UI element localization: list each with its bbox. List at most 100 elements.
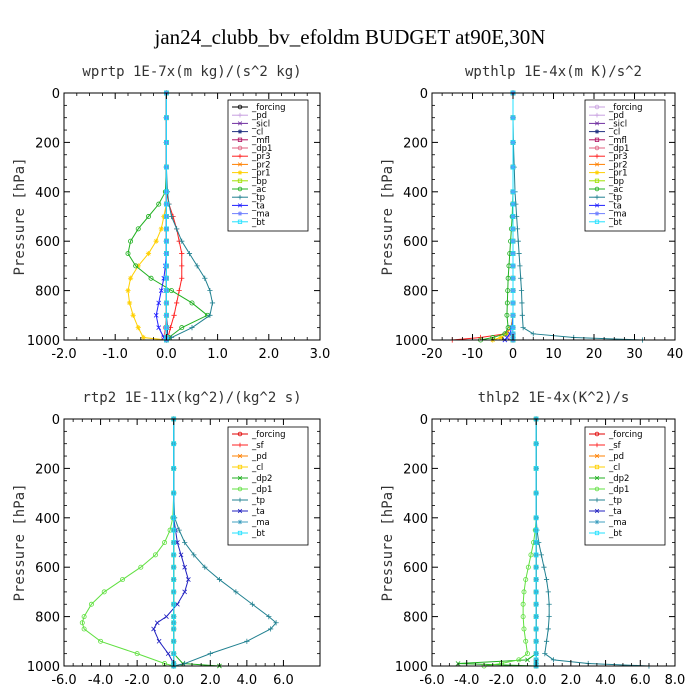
data-point (171, 614, 177, 619)
legend-marker (594, 464, 600, 470)
x-tick-label: 6.0 (630, 673, 651, 688)
data-point (174, 226, 180, 232)
data-point (171, 626, 177, 632)
series-line (81, 419, 175, 667)
legend-entry: _forcing (589, 430, 643, 440)
data-point (194, 263, 200, 269)
data-point (81, 626, 87, 632)
data-point (138, 564, 144, 570)
legend-entry: _ma (589, 210, 627, 220)
series-line (452, 93, 514, 341)
data-point (523, 577, 529, 583)
data-point (510, 226, 516, 232)
series-dp2 (171, 416, 222, 669)
data-point (550, 657, 557, 663)
x-tick-label: 0 (509, 347, 517, 362)
legend-label: _forcing (608, 103, 643, 113)
data-point (533, 614, 539, 619)
panel-title: rtp2 1E-11x(kg^2)/(kg^2 s) (82, 390, 301, 406)
legend: _forcing_pd_sicl_cl_mfl_dp1_pr3_pr2_pr1_… (227, 99, 309, 232)
legend-label: _tp (608, 193, 622, 203)
panel-title: wpthlp 1E-4x(m K)/s^2 (465, 64, 642, 80)
legend-label: _cl (251, 463, 263, 473)
legend-marker (594, 497, 600, 503)
data-point (202, 275, 208, 281)
data-point (171, 540, 177, 545)
legend-label: _bt (608, 218, 623, 228)
panel-4: thlp2 1E-4x(K^2)/s Pressure [hPa] -6.0 -4.0… (380, 390, 685, 688)
legend-entry: _pr3 (589, 152, 628, 162)
data-point (546, 601, 552, 607)
legend-label: _dp1 (608, 485, 629, 495)
legend-label: _sf (251, 441, 265, 451)
series-pr1 (125, 90, 169, 343)
data-point (88, 601, 94, 607)
series-bt (533, 416, 539, 669)
legend-entry: _pr1 (232, 169, 271, 179)
data-point (164, 251, 169, 256)
data-point (542, 651, 548, 657)
data-point (154, 620, 160, 626)
y-tick-label: 800 (403, 285, 428, 300)
legend-entry: _sicl (232, 119, 270, 129)
y-axis-label: Pressure [hPa] (12, 157, 28, 275)
legend-marker (594, 162, 600, 167)
legend-marker (237, 129, 243, 134)
data-point (127, 275, 134, 281)
data-point (533, 651, 539, 657)
data-point (134, 651, 140, 657)
data-point (171, 620, 177, 626)
series-tp (163, 90, 216, 343)
data-point (164, 614, 169, 619)
legend-label: _pr3 (251, 152, 271, 162)
legend-marker (237, 508, 243, 514)
data-point (164, 201, 169, 207)
legend-entry: _ac (589, 185, 623, 195)
data-point (189, 325, 195, 331)
legend-entry: _mfl (589, 136, 627, 146)
x-tick-label: 4.0 (595, 673, 616, 688)
data-point (533, 540, 539, 545)
data-point (505, 275, 511, 281)
data-point (273, 620, 279, 626)
y-tick-label: 1000 (395, 660, 428, 675)
data-point (216, 576, 223, 583)
data-point (207, 288, 213, 294)
legend-entry: _bp (232, 177, 267, 187)
legend-entry: _bt (589, 218, 623, 228)
data-point (171, 651, 177, 657)
legend-entry: _forcing (232, 103, 286, 113)
legend-marker (594, 112, 600, 118)
data-point (505, 325, 511, 331)
x-tick-label: 0.0 (156, 347, 177, 362)
data-point (164, 325, 169, 331)
legend-label: _pd (251, 111, 267, 121)
legend-label: _tp (251, 193, 265, 203)
legend-marker (594, 145, 600, 151)
data-point (179, 263, 185, 269)
legend-entry: _ma (232, 210, 270, 220)
x-tick-label: -6.0 (419, 673, 444, 688)
legend-marker (237, 186, 243, 192)
data-point (179, 275, 185, 281)
legend-marker (594, 194, 600, 200)
legend-entry: _bp (589, 177, 624, 187)
data-point (152, 552, 158, 558)
data-point (191, 552, 197, 558)
legend-entry: _cl (589, 128, 620, 138)
legend-marker (237, 112, 243, 118)
series-line (480, 93, 514, 341)
data-point (164, 238, 169, 244)
data-point (533, 527, 539, 533)
data-point (164, 263, 169, 269)
legend-entry: _pd (232, 452, 267, 462)
data-point (168, 334, 175, 341)
legend-marker (594, 508, 600, 514)
legend-entry: _pr2 (589, 160, 628, 170)
legend-label: _ta (251, 201, 265, 211)
data-point (530, 331, 536, 337)
series-dp1 (79, 416, 177, 669)
x-tick-label: 0.0 (526, 673, 547, 688)
data-point (510, 238, 516, 244)
data-point (176, 288, 182, 294)
